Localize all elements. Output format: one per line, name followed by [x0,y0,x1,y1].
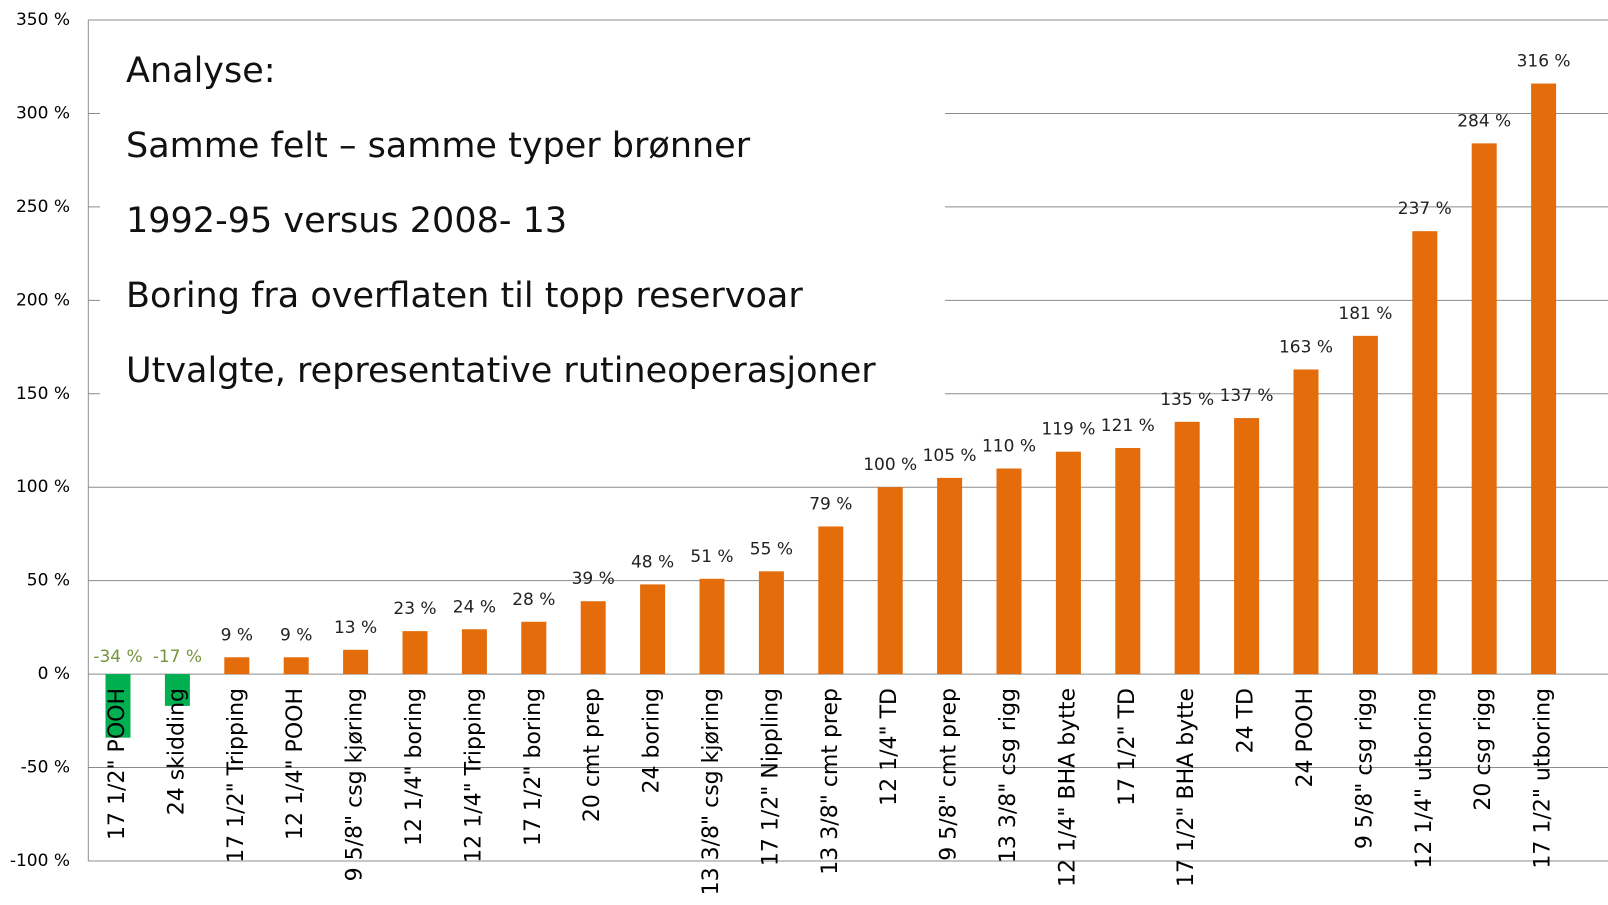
bar [343,649,369,675]
bar [105,674,131,738]
bar [1531,83,1557,675]
x-tick-label: 9 5/8" csg kjøring [343,688,368,881]
bar [224,657,250,675]
bar [640,584,666,675]
annotation: Samme felt – samme typer brønner [126,126,751,166]
bar [521,621,547,675]
x-tick-label: 9 5/8" cmt prep [937,688,962,861]
bar [1115,447,1141,675]
data-label: 23 % [393,599,436,619]
y-tick-label: 200 % [16,290,70,310]
bar [1412,231,1438,675]
data-label: 48 % [631,552,674,572]
x-tick-label: 12 1/4" POOH [283,688,308,840]
y-tick-label: 100 % [16,477,70,497]
bar [1293,369,1319,675]
data-label: -17 % [153,647,202,667]
bar [1352,335,1378,675]
data-label: 284 % [1457,111,1511,131]
data-label: 100 % [863,455,917,475]
x-tick-label: 17 1/2" boring [521,688,546,846]
bar [818,526,844,675]
data-label: 137 % [1220,386,1274,406]
data-label: 110 % [982,437,1036,457]
annotation: Boring fra overflaten til topp reservoar [126,276,803,316]
x-tick-label: 17 1/2" TD [1115,688,1140,806]
data-label: -34 % [93,647,142,667]
bar [996,468,1022,675]
x-tick-label: 12 1/4" TD [877,688,902,806]
data-label: 316 % [1517,52,1571,72]
y-tick-label: -100 % [10,851,70,871]
data-label: 13 % [334,618,377,638]
bar [1234,418,1260,675]
data-label: 119 % [1041,420,1095,440]
x-tick-label: 13 3/8" csg kjøring [699,688,724,895]
bar [1471,143,1497,675]
x-tick-label: 9 5/8" csg rigg [1352,688,1377,849]
bar [1174,421,1200,675]
x-tick-label: 12 1/4" boring [402,688,427,846]
y-tick-label: 300 % [16,103,70,123]
y-tick-label: -50 % [21,758,70,778]
x-tick-label: 12 1/4" Tripping [461,688,486,863]
data-label: 9 % [280,625,312,645]
x-tick-label: 17 1/2" Nippling [758,688,783,866]
data-label: 79 % [809,494,852,514]
x-tick-label: 24 boring [640,688,665,793]
annotation: Analyse: [126,51,276,91]
data-label: 24 % [453,597,496,617]
y-tick-label: 250 % [16,197,70,217]
annotation-box [100,38,945,403]
bar [877,487,903,675]
x-tick-label: 20 csg rigg [1471,688,1496,811]
x-tick-label: 24 skidding [164,688,189,815]
x-tick-label: 24 POOH [1293,688,1318,787]
x-tick-label: 13 3/8" csg rigg [996,688,1021,863]
bar [461,629,487,675]
bar [402,631,428,675]
x-tick-label: 12 1/4" BHA bytte [1055,688,1080,887]
bar [699,578,725,675]
data-label: 55 % [750,539,793,559]
bar [164,674,190,706]
data-label: 181 % [1338,304,1392,324]
data-label: 163 % [1279,337,1333,357]
data-label: 9 % [221,625,253,645]
data-label: 135 % [1160,390,1214,410]
data-label: 39 % [572,569,615,589]
y-tick-label: 50 % [27,571,70,591]
x-tick-label: 17 1/2" utboring [1531,688,1556,869]
annotation: 1992-95 versus 2008- 13 [126,201,567,241]
x-tick-label: 24 TD [1234,688,1259,753]
y-tick-label: 0 % [38,664,70,684]
x-tick-label: 17 1/2" Tripping [224,688,249,863]
x-tick-label: 17 1/2" POOH [105,688,130,840]
data-label: 237 % [1398,199,1452,219]
data-label: 28 % [512,590,555,610]
x-tick-label: 13 3/8" cmt prep [818,688,843,875]
bar [580,601,606,675]
y-tick-label: 350 % [16,10,70,30]
bar [283,657,309,675]
y-tick-label: 150 % [16,384,70,404]
bar [758,571,784,675]
bar [937,477,963,675]
data-label: 105 % [923,446,977,466]
x-tick-label: 17 1/2" BHA bytte [1174,688,1199,887]
bar [1055,451,1081,675]
annotation: Utvalgte, representative rutineoperasjon… [126,351,876,391]
data-label: 51 % [690,547,733,567]
x-tick-label: 20 cmt prep [580,688,605,822]
x-tick-label: 12 1/4" utboring [1412,688,1437,869]
data-label: 121 % [1101,416,1155,436]
